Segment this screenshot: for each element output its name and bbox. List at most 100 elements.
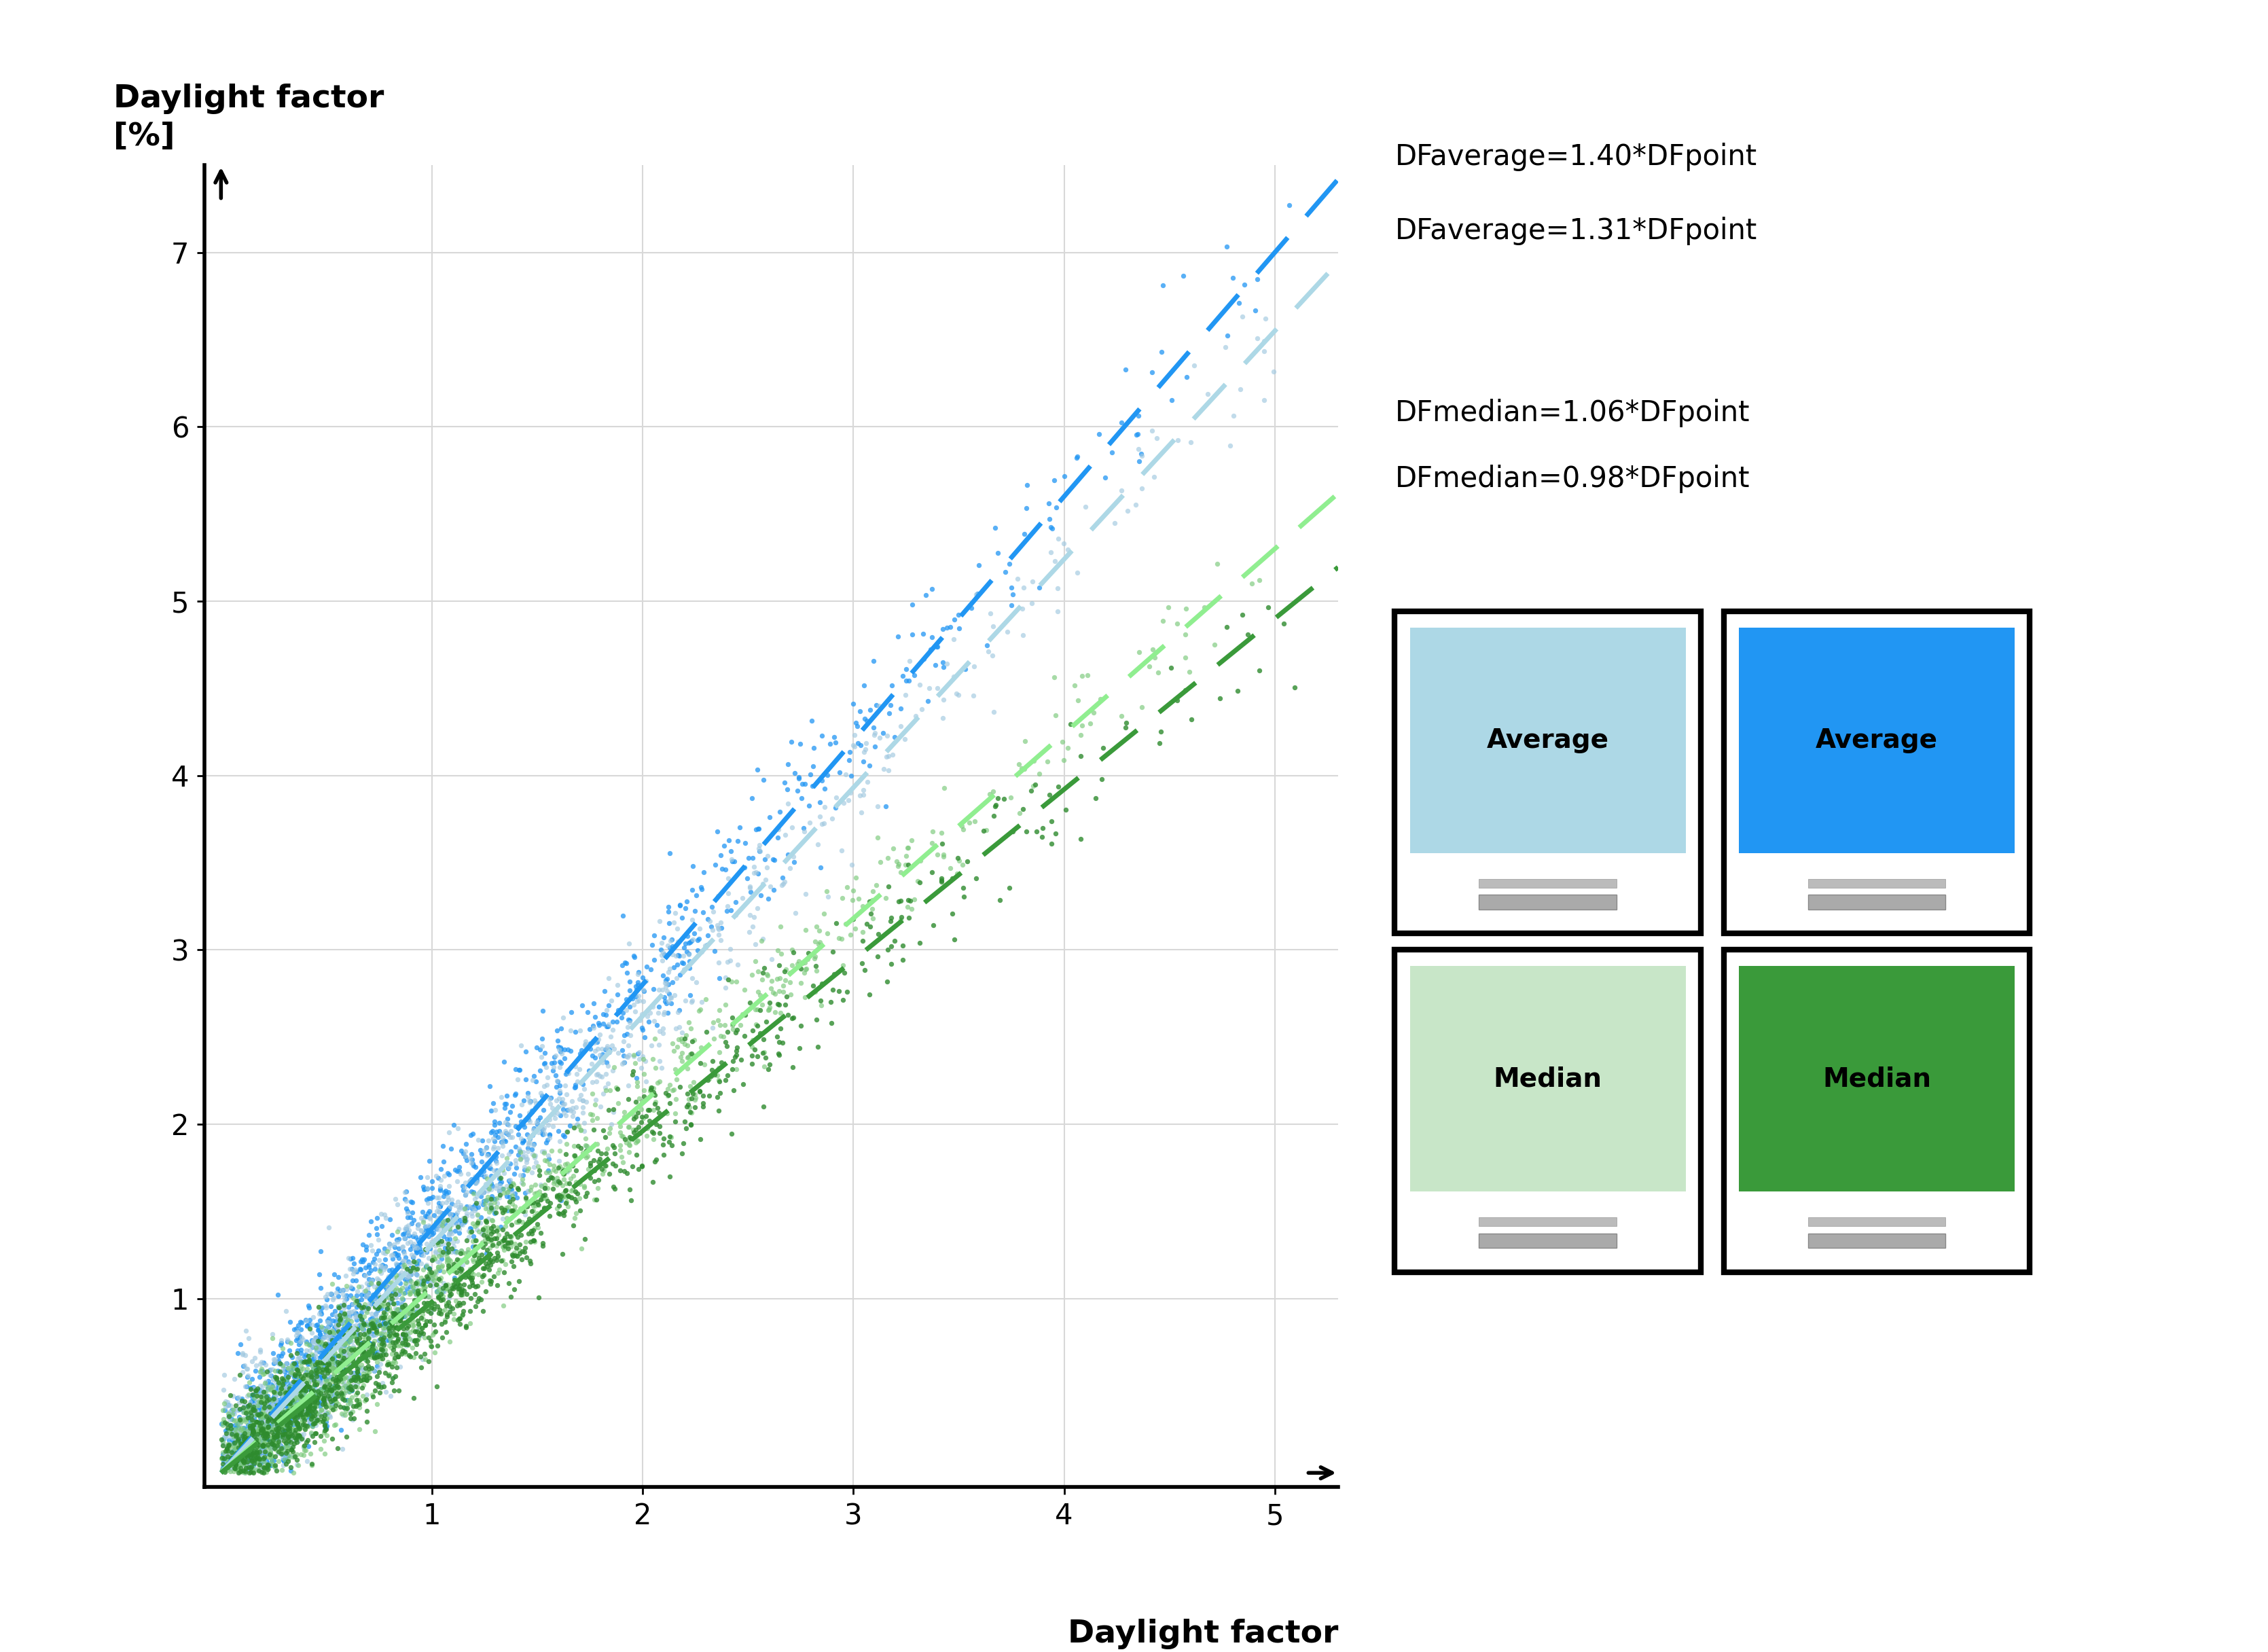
Point — [390, 1219, 426, 1246]
Point — [660, 915, 696, 942]
Point — [456, 1249, 492, 1275]
Point — [465, 1127, 501, 1153]
Point — [576, 1044, 612, 1070]
Point — [320, 1303, 356, 1330]
Point — [576, 1158, 612, 1184]
Point — [848, 730, 885, 757]
Point — [320, 1343, 356, 1370]
Point — [243, 1338, 279, 1365]
Point — [742, 1019, 778, 1046]
Point — [367, 1360, 404, 1386]
Point — [1039, 494, 1075, 520]
Point — [560, 1085, 596, 1112]
Point — [490, 1180, 526, 1206]
Point — [458, 1170, 494, 1196]
Point — [515, 1153, 551, 1180]
Point — [603, 1051, 640, 1077]
Point — [497, 1133, 533, 1160]
Point — [313, 1378, 349, 1404]
Point — [828, 978, 864, 1004]
Point — [293, 1358, 329, 1384]
Point — [229, 1356, 265, 1383]
Point — [349, 1366, 386, 1393]
Point — [544, 1158, 581, 1184]
Point — [460, 1285, 497, 1312]
Point — [626, 976, 662, 1003]
Point — [1168, 677, 1204, 704]
Point — [388, 1267, 424, 1294]
Point — [352, 1310, 388, 1336]
Point — [238, 1442, 274, 1469]
Point — [723, 1001, 760, 1028]
Point — [331, 1368, 367, 1394]
Point — [415, 1295, 451, 1322]
Point — [631, 1107, 667, 1133]
Point — [290, 1370, 327, 1396]
Point — [295, 1412, 331, 1439]
Point — [329, 1365, 365, 1391]
Point — [542, 1186, 578, 1213]
Point — [687, 932, 723, 958]
Point — [279, 1452, 315, 1479]
Point — [347, 1262, 383, 1289]
Point — [1084, 767, 1120, 793]
Point — [347, 1345, 383, 1371]
Point — [413, 1333, 449, 1360]
Point — [978, 515, 1014, 542]
Point — [254, 1427, 290, 1454]
Point — [327, 1343, 363, 1370]
Point — [392, 1256, 429, 1282]
Point — [449, 1132, 485, 1158]
Point — [268, 1384, 304, 1411]
Point — [399, 1251, 435, 1277]
Point — [254, 1416, 290, 1442]
Point — [313, 1340, 349, 1366]
Point — [302, 1389, 338, 1416]
Point — [315, 1366, 352, 1393]
Point — [225, 1358, 261, 1384]
Point — [880, 851, 916, 877]
Point — [395, 1335, 431, 1361]
Point — [297, 1355, 333, 1381]
Point — [816, 724, 853, 750]
Point — [898, 704, 934, 730]
Point — [270, 1399, 306, 1426]
Point — [751, 998, 787, 1024]
Point — [980, 540, 1016, 567]
Point — [392, 1274, 429, 1300]
Point — [975, 699, 1012, 725]
Point — [265, 1421, 302, 1447]
Point — [433, 1257, 469, 1284]
Point — [358, 1300, 395, 1327]
Point — [308, 1356, 345, 1383]
Point — [281, 1416, 318, 1442]
Point — [769, 750, 805, 776]
Point — [240, 1401, 277, 1427]
Point — [245, 1416, 281, 1442]
Point — [265, 1408, 302, 1434]
Point — [376, 1365, 413, 1391]
Point — [229, 1406, 265, 1432]
Point — [265, 1406, 302, 1432]
Point — [293, 1394, 329, 1421]
Point — [209, 1454, 245, 1480]
Point — [574, 1042, 610, 1069]
Point — [583, 1021, 619, 1047]
Point — [213, 1401, 249, 1427]
Point — [590, 1052, 626, 1079]
Point — [395, 1312, 431, 1338]
Point — [252, 1374, 288, 1401]
Point — [517, 1143, 553, 1170]
Point — [762, 1016, 798, 1042]
Point — [299, 1335, 336, 1361]
Point — [333, 1327, 370, 1353]
Point — [361, 1267, 397, 1294]
Point — [238, 1450, 274, 1477]
Point — [376, 1265, 413, 1292]
Point — [327, 1350, 363, 1376]
Point — [383, 1298, 420, 1325]
Point — [488, 1095, 524, 1122]
Point — [397, 1221, 433, 1247]
Point — [671, 955, 708, 981]
Point — [376, 1330, 413, 1356]
